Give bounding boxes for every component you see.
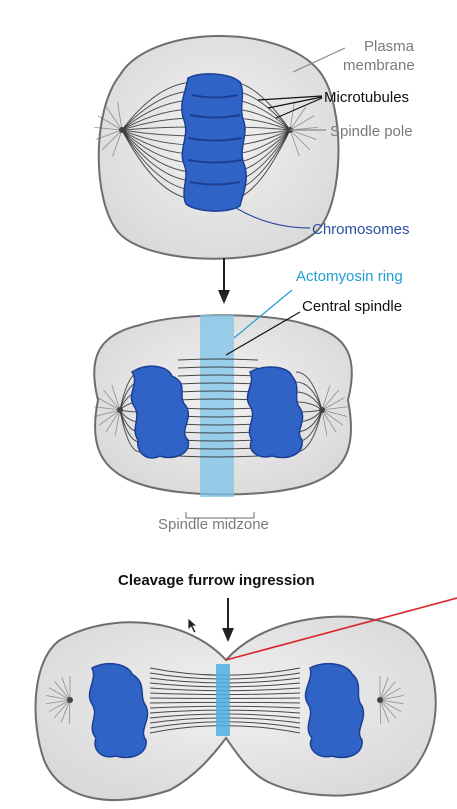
microtubule: [379, 699, 404, 705]
red-annotation-line: [225, 597, 457, 661]
microtubule: [53, 699, 71, 719]
microtubule: [321, 409, 344, 426]
chromosomes-label: Chromosomes: [312, 221, 410, 238]
microtubule: [289, 106, 307, 131]
central-spindle-label: Central spindle: [302, 298, 403, 315]
spindle-pole-left-3: [67, 697, 73, 703]
microtubule: [379, 699, 397, 719]
microtubule: [379, 681, 396, 701]
chromosomes-right-2: [246, 366, 304, 459]
microtubule: [119, 409, 141, 453]
microtubule: [68, 699, 71, 725]
actomyosin-ring-label: Actomyosin ring: [296, 268, 403, 285]
microtubule: [94, 126, 123, 131]
microtubule: [177, 374, 259, 377]
chromosomes-1: [181, 73, 247, 212]
microtubule: [94, 406, 121, 411]
arrow-down-1: [218, 258, 230, 304]
microtubule: [379, 699, 390, 723]
microtubule: [61, 677, 71, 701]
microtubule: [289, 102, 295, 131]
microtubule: [321, 409, 337, 433]
spindle-pole-right-3: [377, 697, 383, 703]
microtubule: [114, 409, 121, 436]
microtubule: [177, 455, 259, 458]
microtubule: [321, 406, 348, 411]
microtubule: [98, 409, 121, 426]
microtubule: [379, 677, 389, 701]
microtubule: [289, 115, 315, 131]
microtubule: [95, 129, 123, 140]
microtubule: [54, 681, 71, 701]
actomyosin-ring-2: [200, 315, 234, 497]
chromosomes-left-3: [88, 662, 149, 759]
metaphase-cell: [94, 35, 346, 260]
arrow-down-2: [222, 598, 234, 642]
spindle-midzone-label: Spindle midzone: [158, 516, 269, 533]
microtubule: [321, 409, 328, 436]
spindle-pole-label: Spindle pole: [330, 123, 413, 140]
spindle-pole-right-2: [319, 407, 325, 413]
microtubule: [295, 371, 323, 411]
microtubule: [117, 102, 123, 131]
microtubule: [289, 129, 317, 140]
actomyosin-ring-3: [216, 664, 230, 736]
microtubule: [321, 389, 339, 411]
plasma-membrane-label-2: membrane: [343, 57, 415, 74]
microtubule: [49, 687, 71, 701]
microtubule: [46, 695, 71, 701]
microtubule: [295, 381, 323, 411]
microtubule: [103, 389, 121, 411]
microtubule: [177, 366, 259, 369]
cleavage-furrow-label: Cleavage furrow ingression: [118, 572, 315, 589]
microtubule: [379, 699, 402, 712]
microtubule: [94, 409, 121, 417]
microtubule: [379, 687, 401, 701]
microtubule: [321, 409, 348, 417]
microtubule: [295, 391, 323, 411]
cytokinesis-cell: [34, 615, 437, 801]
microtubules-2: [94, 371, 348, 453]
mouse-cursor-icon: [187, 617, 199, 634]
microtubules-3: [46, 676, 404, 725]
microtubule: [105, 106, 123, 131]
microtubule: [112, 129, 123, 157]
microtubules-label: Microtubules: [324, 89, 410, 106]
microtubule: [60, 699, 71, 723]
microtubule: [379, 699, 382, 725]
microtubule: [379, 695, 404, 701]
anaphase-cell: [93, 289, 353, 519]
microtubule: [97, 115, 123, 131]
microtubule: [48, 699, 71, 712]
spindle-pole-left-2: [117, 407, 123, 413]
spindle-pole-left-1: [119, 127, 125, 133]
microtubule: [177, 358, 259, 361]
chromosomes-left-2: [130, 365, 190, 459]
microtubule: [105, 409, 121, 433]
microtubule: [46, 699, 71, 705]
microtubule: [289, 129, 300, 157]
microtubule: [97, 397, 121, 411]
chromosomes-right-3: [304, 662, 365, 759]
microtubule: [111, 385, 121, 411]
microtubule: [321, 397, 345, 411]
microtubule: [289, 129, 311, 151]
plasma-membrane-label-1: Plasma: [364, 38, 415, 55]
microtubule: [101, 129, 123, 151]
microtubule: [321, 385, 331, 411]
